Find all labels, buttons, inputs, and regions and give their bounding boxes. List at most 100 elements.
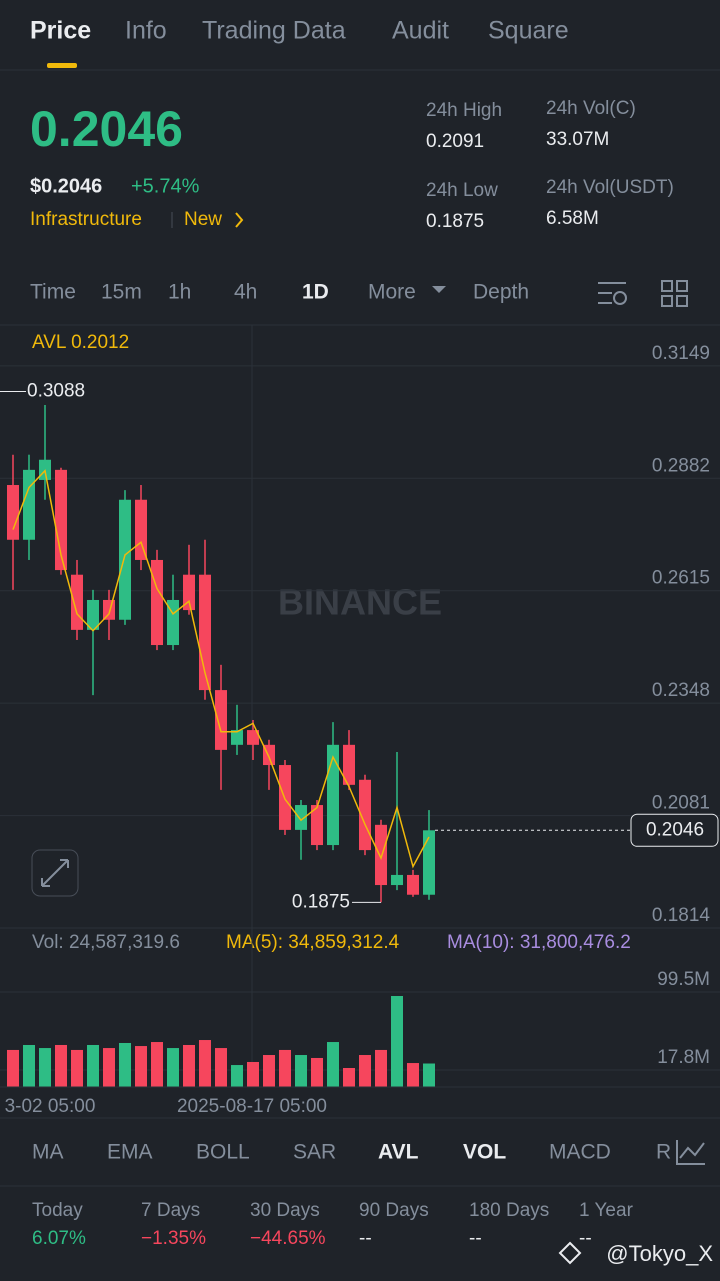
candle-body <box>23 469 35 540</box>
candle-body <box>7 485 19 540</box>
stat-value: 6.58M <box>546 208 599 229</box>
tab[interactable]: Price <box>30 17 91 45</box>
volume-bar <box>55 1044 67 1087</box>
indicator-tab[interactable]: AVL <box>378 1141 419 1164</box>
performance-value: -- <box>469 1228 482 1249</box>
tab[interactable]: Trading Data <box>202 17 346 45</box>
volume-bar <box>87 1044 99 1087</box>
y-tick-label: 0.2348 <box>652 680 710 701</box>
volume-summary: Vol: 24,587,319.6 <box>32 932 180 953</box>
performance-label: 30 Days <box>250 1200 320 1221</box>
interval-tab[interactable]: Time <box>30 281 76 304</box>
last-price-box <box>630 813 719 847</box>
y-tick-label: 17.8M <box>657 1047 710 1068</box>
fullscreen-button[interactable] <box>31 849 79 897</box>
avl-label: AVL 0.2012 <box>32 332 129 353</box>
candle-body <box>55 469 67 571</box>
interval-tab[interactable]: 1D <box>302 281 329 304</box>
candle-body <box>343 744 355 785</box>
stat-value: 33.07M <box>546 129 609 150</box>
candle-body <box>327 744 339 846</box>
y-tick-label: 0.2081 <box>652 793 710 814</box>
candle-body <box>295 805 307 830</box>
candle-body <box>87 599 99 630</box>
volume-bar <box>7 1049 19 1087</box>
candle-body <box>135 499 147 560</box>
volume-bar <box>311 1057 323 1087</box>
performance-label: Today <box>32 1200 83 1221</box>
chart-icon[interactable] <box>676 1140 705 1165</box>
candle-body <box>183 574 195 611</box>
dropdown-icon <box>432 286 446 293</box>
high-label: 0.3088 <box>27 381 85 402</box>
performance-label: 90 Days <box>359 1200 429 1221</box>
volume-bar <box>407 1063 419 1087</box>
candle-body <box>103 599 115 620</box>
watermark-logo <box>558 1241 582 1265</box>
interval-tab[interactable]: Depth <box>473 281 529 304</box>
y-tick-label: 0.3149 <box>652 343 710 364</box>
volume-bar <box>151 1042 163 1087</box>
ma5-summary: MA(5): 34,859,312.4 <box>226 932 400 953</box>
indicator-tab[interactable]: R <box>656 1141 671 1164</box>
volume-bar <box>263 1055 275 1087</box>
indicator-tab[interactable]: VOL <box>463 1141 506 1164</box>
performance-value: −44.65% <box>250 1228 326 1249</box>
volume-bar <box>391 996 403 1087</box>
volume-bar <box>199 1040 211 1087</box>
interval-tab[interactable]: 15m <box>101 281 142 304</box>
candle-body <box>119 499 131 620</box>
last-price: 0.2046 <box>30 101 183 157</box>
performance-label: 7 Days <box>141 1200 200 1221</box>
stat-label: 24h Low <box>426 180 498 201</box>
watermark-user: @Tokyo_X <box>606 1241 713 1266</box>
volume-bar <box>231 1065 243 1087</box>
performance-label: 180 Days <box>469 1200 549 1221</box>
volume-bar <box>119 1042 131 1087</box>
candle-body <box>391 874 403 886</box>
volume-bar <box>279 1049 291 1087</box>
candle-body <box>407 874 419 895</box>
performance-value: -- <box>359 1228 372 1249</box>
tag[interactable]: Infrastructure <box>30 209 142 230</box>
watermark: BINANCE <box>278 582 442 623</box>
candle-body <box>247 730 259 745</box>
indicator-tab[interactable]: BOLL <box>196 1141 250 1164</box>
volume-bar <box>359 1055 371 1087</box>
candle-body <box>71 574 83 630</box>
candle-body <box>311 805 323 846</box>
performance-label: 1 Year <box>579 1200 634 1221</box>
y-tick-label: 0.2615 <box>652 568 710 589</box>
volume-bar <box>23 1044 35 1087</box>
performance-value: −1.35% <box>141 1228 206 1249</box>
indicator-tab[interactable]: MA <box>32 1141 64 1164</box>
candle-body <box>151 559 163 646</box>
candle-body <box>375 824 387 886</box>
stat-label: 24h High <box>426 100 502 121</box>
volume-bar <box>103 1048 115 1087</box>
tab[interactable]: Audit <box>392 17 449 45</box>
volume-bar <box>39 1048 51 1087</box>
volume-bar <box>167 1048 179 1087</box>
layout-icon[interactable] <box>661 280 688 307</box>
ma10-summary: MA(10): 31,800,476.2 <box>447 932 631 953</box>
interval-tab[interactable]: More <box>368 281 416 304</box>
volume-bar <box>135 1046 147 1087</box>
tab[interactable]: Info <box>125 17 167 45</box>
chevron <box>235 212 244 228</box>
performance-value: 6.07% <box>32 1228 86 1249</box>
volume-bar <box>215 1048 227 1087</box>
new-tag[interactable]: New <box>184 209 222 230</box>
price-change: +5.74% <box>131 175 200 197</box>
tab[interactable]: Square <box>488 17 569 45</box>
tab-indicator <box>47 63 77 68</box>
indicator-tab[interactable]: EMA <box>107 1141 153 1164</box>
indicator-tab[interactable]: SAR <box>293 1141 336 1164</box>
candle-body <box>215 690 227 750</box>
settings-icon[interactable] <box>598 282 627 305</box>
indicator-tab[interactable]: MACD <box>549 1141 611 1164</box>
interval-tab[interactable]: 4h <box>234 281 257 304</box>
volume-bar <box>247 1061 259 1087</box>
interval-tab[interactable]: 1h <box>168 281 191 304</box>
